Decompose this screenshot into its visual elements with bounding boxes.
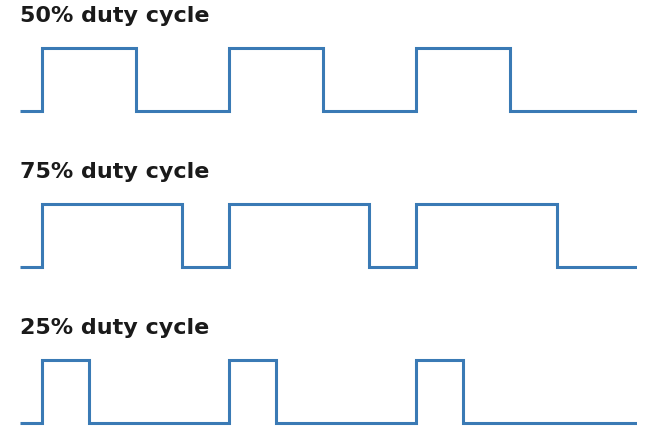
Text: 25% duty cycle: 25% duty cycle <box>20 318 209 338</box>
Text: 50% duty cycle: 50% duty cycle <box>20 6 209 26</box>
Text: 75% duty cycle: 75% duty cycle <box>20 162 209 182</box>
